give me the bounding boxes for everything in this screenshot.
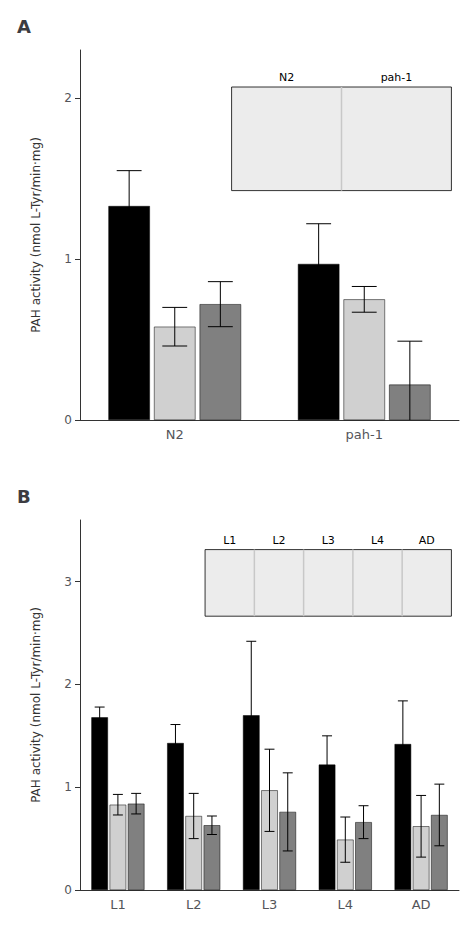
svg-text:L2: L2 (186, 897, 202, 912)
svg-text:L3: L3 (262, 897, 278, 912)
svg-text:A: A (17, 16, 31, 37)
svg-text:L4: L4 (371, 534, 384, 547)
svg-text:N2: N2 (166, 427, 184, 442)
svg-text:pah-1: pah-1 (381, 71, 413, 84)
svg-text:0: 0 (64, 883, 72, 897)
svg-text:1: 1 (64, 252, 72, 266)
svg-text:B: B (17, 486, 31, 507)
svg-text:L4: L4 (338, 897, 354, 912)
svg-text:PAH activity (nmol L-Tyr/min·m: PAH activity (nmol L-Tyr/min·mg) (29, 607, 43, 803)
svg-text:AD: AD (419, 534, 435, 547)
svg-text:2: 2 (64, 677, 72, 691)
svg-text:L3: L3 (322, 534, 335, 547)
svg-text:0: 0 (64, 413, 72, 427)
svg-text:L2: L2 (272, 534, 285, 547)
svg-text:pah-1: pah-1 (346, 427, 383, 442)
svg-text:3: 3 (64, 575, 72, 589)
svg-text:PAH activity (nmol L-Tyr/min·m: PAH activity (nmol L-Tyr/min·mg) (29, 137, 43, 333)
svg-text:1: 1 (64, 780, 72, 794)
svg-text:L1: L1 (110, 897, 126, 912)
svg-text:N2: N2 (279, 71, 294, 84)
svg-text:L1: L1 (223, 534, 236, 547)
svg-text:AD: AD (412, 897, 431, 912)
svg-text:2: 2 (64, 91, 72, 105)
